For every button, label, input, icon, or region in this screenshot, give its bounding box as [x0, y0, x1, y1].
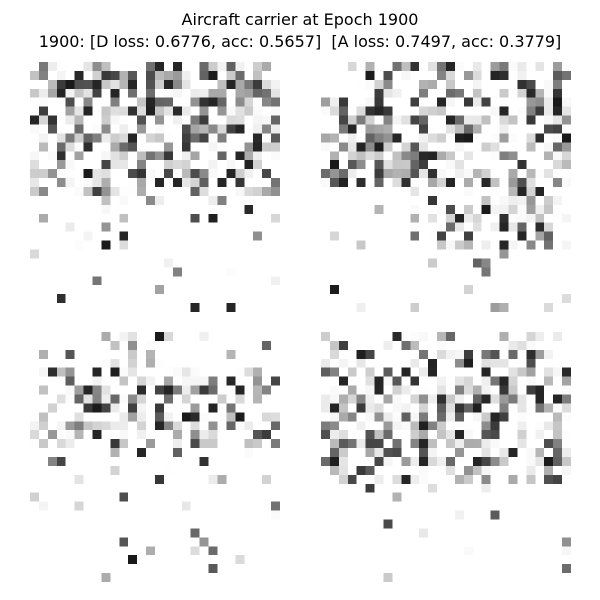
training-metrics: 1900: [D loss: 0.6776, acc: 0.5657] [A l… — [0, 32, 600, 52]
generated-image-2 — [321, 62, 571, 312]
generated-image-4 — [321, 332, 571, 582]
generated-image-1 — [30, 62, 280, 312]
generated-image-3 — [30, 332, 280, 582]
figure-title: Aircraft carrier at Epoch 1900 — [0, 10, 600, 30]
